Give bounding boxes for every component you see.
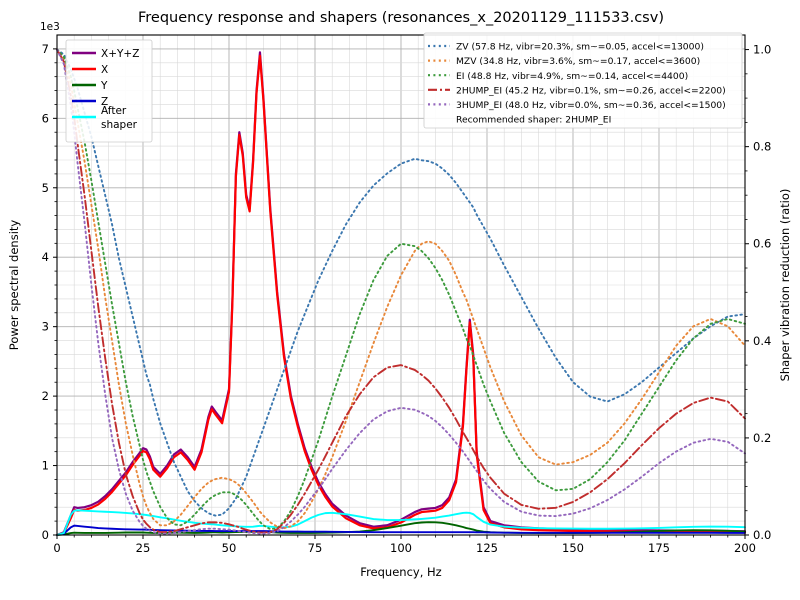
y-tick-label-left: 3 (42, 320, 49, 334)
series-line-3hump-ei (56, 48, 746, 535)
x-tick-label: 75 (308, 541, 323, 555)
y-tick-label-right: 0.2 (753, 431, 771, 445)
data-series-layer (55, 48, 747, 537)
legend-right-item-mzv[interactable]: MZV (34.8 Hz, vibr=3.6%, sm~=0.17, accel… (428, 56, 700, 67)
x-tick-label: 200 (734, 541, 756, 555)
legend-left-item-y[interactable]: Y (72, 80, 108, 92)
legend-right-label: 2HUMP_EI (45.2 Hz, vibr=0.1%, sm~=0.26, … (456, 85, 726, 96)
legend-left-label: X+Y+Z (101, 48, 139, 60)
legend-left-item-x[interactable]: X (72, 64, 108, 76)
x-tick-label: 175 (648, 541, 670, 555)
legend-shapers[interactable]: ZV (57.8 Hz, vibr=20.3%, sm~=0.05, accel… (423, 32, 743, 129)
legend-left-label: After (101, 105, 127, 117)
y-tick-label-right: 0.0 (753, 528, 771, 542)
x-tick-label: 100 (390, 541, 412, 555)
y-tick-label-right: 0.6 (753, 237, 771, 251)
x-tick-label: 25 (136, 541, 151, 555)
legend-right-item-ei[interactable]: EI (48.8 Hz, vibr=4.9%, sm~=0.14, accel<… (428, 71, 688, 82)
y-tick-label-left: 1 (42, 459, 49, 473)
legend-left-label: Y (100, 80, 108, 92)
legend-left-item-x-y-z[interactable]: X+Y+Z (72, 48, 139, 60)
legend-right-item-zv[interactable]: ZV (57.8 Hz, vibr=20.3%, sm~=0.05, accel… (428, 42, 704, 53)
legend-right-box (423, 32, 743, 129)
x-tick-label: 125 (476, 541, 498, 555)
series-line-z (56, 524, 746, 536)
series-line-mzv (56, 48, 746, 530)
recommended-shaper-note: Recommended shaper: 2HUMP_EI (456, 115, 611, 126)
legend-right-item-3hump-ei[interactable]: 3HUMP_EI (48.0 Hz, vibr=0.0%, sm~=0.36, … (428, 100, 726, 111)
y-axis-label-right: Shaper vibration reduction (ratio) (778, 189, 792, 382)
axes-layer: 0 25 50 75 100 125 150 175 200 0 1 2 3 4 5 6 7 0.0 0.2 0.4 0… (42, 34, 771, 555)
y-axis-exponent-label: 1e3 (40, 21, 60, 33)
x-axis-label: Frequency, Hz (360, 565, 441, 579)
y-tick-label-left: 5 (42, 181, 49, 195)
y-tick-label-left: 2 (42, 389, 49, 403)
legend-right-label: MZV (34.8 Hz, vibr=3.6%, sm~=0.17, accel… (456, 56, 700, 67)
legend-right-label: ZV (57.8 Hz, vibr=20.3%, sm~=0.05, accel… (456, 42, 704, 53)
series-line-zv (56, 48, 746, 517)
y-tick-label-right: 1.0 (753, 43, 771, 57)
y-tick-label-right: 0.8 (753, 140, 771, 154)
legend-left-item-after-shaper[interactable]: After shaper (72, 105, 138, 131)
legend-left-label-cont: shaper (101, 119, 138, 131)
legend-right-item-2hump-ei[interactable]: 2HUMP_EI (45.2 Hz, vibr=0.1%, sm~=0.26, … (428, 85, 726, 96)
chart-title: Frequency response and shapers (resonanc… (138, 10, 664, 26)
y-tick-label-left: 4 (42, 250, 49, 264)
legend-left-label: X (101, 64, 108, 76)
y-axis-label-left: Power spectral density (7, 220, 21, 351)
legend-right-label: EI (48.8 Hz, vibr=4.9%, sm~=0.14, accel<… (456, 71, 688, 82)
y-tick-label-left: 7 (42, 42, 49, 56)
y-tick-label-right: 0.4 (753, 334, 771, 348)
legend-right-label: 3HUMP_EI (48.0 Hz, vibr=0.0%, sm~=0.36, … (456, 100, 726, 111)
x-tick-label: 0 (53, 541, 60, 555)
y-tick-label-left: 0 (42, 528, 49, 542)
x-tick-label: 150 (562, 541, 584, 555)
legend-left-label: Z (101, 96, 108, 108)
x-tick-label: 50 (222, 541, 237, 555)
series-line-2hump-ei (56, 48, 746, 534)
y-tick-label-left: 6 (42, 111, 49, 125)
legend-left-item-z[interactable]: Z (72, 96, 108, 108)
